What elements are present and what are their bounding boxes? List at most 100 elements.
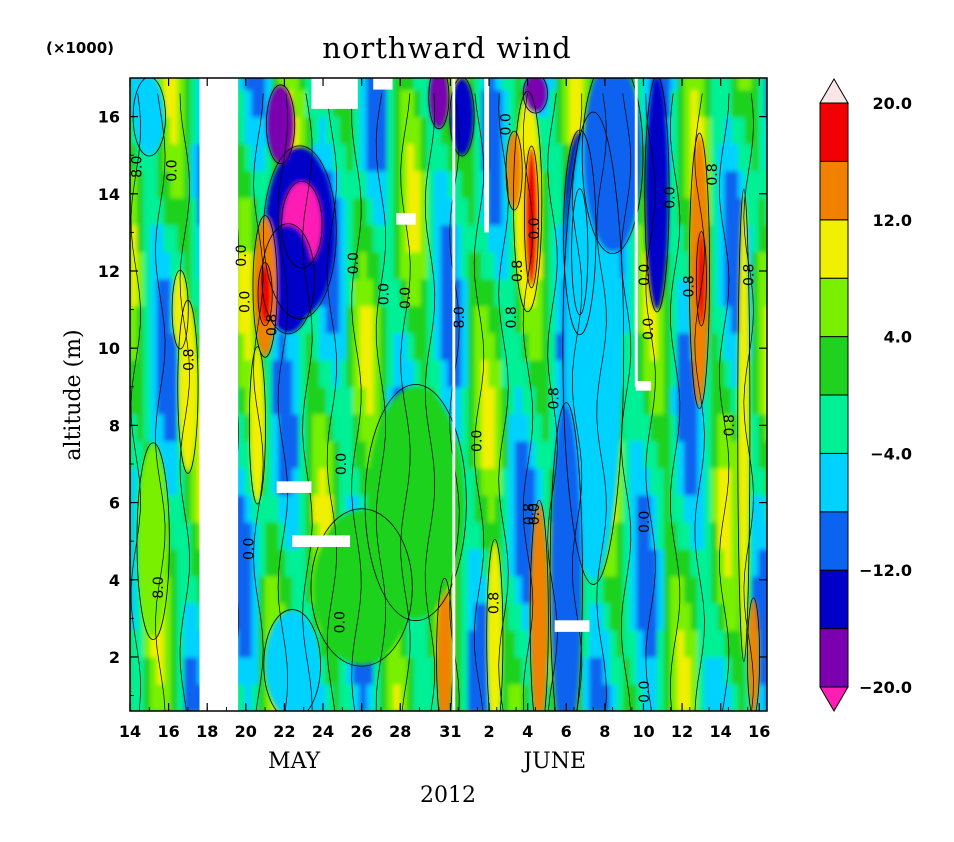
field-cell (461, 575, 469, 604)
field-cell (400, 332, 408, 361)
field-cell (271, 602, 280, 631)
contour-line (281, 180, 323, 269)
field-cell (751, 359, 759, 388)
field-cell (285, 548, 293, 577)
field-cell (677, 467, 685, 496)
field-cell (508, 89, 516, 118)
field-cell (765, 251, 767, 280)
field-cell (717, 467, 726, 496)
contour-line (695, 231, 707, 327)
field-cell (636, 575, 645, 604)
field-cell (582, 683, 591, 711)
field-cell (521, 629, 530, 658)
field-cell (744, 197, 753, 226)
field-cell (602, 656, 611, 685)
field-cell (346, 224, 354, 253)
field-cell (683, 251, 692, 280)
field-cell (359, 143, 368, 172)
field-cell (271, 332, 280, 361)
field-cell (670, 170, 678, 199)
field-cell (325, 467, 334, 496)
field-cell (623, 251, 631, 280)
contour-label: 0.8 (705, 163, 721, 185)
field-cell (136, 413, 145, 442)
field-cell (130, 332, 138, 361)
field-cell (427, 143, 435, 172)
field-cell (690, 683, 699, 711)
field-cell (285, 413, 293, 442)
plot-area: 8.0 0.00.88.00.00.00.80.00.00.0 0.00.00.08… (130, 78, 767, 711)
field-cell (190, 575, 199, 604)
field-cell (352, 683, 361, 711)
field-cell (292, 332, 300, 361)
field-cell (440, 332, 449, 361)
field-cell (319, 683, 327, 711)
field-cell (427, 656, 435, 685)
field-cell (488, 494, 496, 523)
field-cell (339, 467, 347, 496)
field-cell (765, 116, 767, 145)
field-cell (238, 386, 246, 415)
field-cell (332, 494, 341, 523)
field-cell (656, 629, 665, 658)
field-cell (481, 386, 489, 415)
field-cell (643, 440, 651, 469)
field-cell (717, 602, 726, 631)
field-cell (535, 440, 543, 469)
field-cell (744, 224, 753, 253)
field-cell (461, 602, 469, 631)
field-cell (629, 521, 638, 550)
field-cell (325, 332, 334, 361)
field-cell (406, 116, 415, 145)
field-cell (359, 359, 368, 388)
field-cell (359, 78, 368, 91)
field-cell (515, 629, 523, 658)
field-cell (319, 413, 327, 442)
field-cell (704, 78, 712, 91)
field-cell (285, 386, 293, 415)
field-cell (494, 197, 503, 226)
x-tick-label: 14 (119, 722, 141, 741)
field-cell (643, 602, 651, 631)
field-cell (258, 197, 266, 226)
contour-line (688, 132, 710, 410)
field-cell (697, 602, 705, 631)
field-cell (130, 143, 138, 172)
field-cell (501, 170, 509, 199)
field-cell (157, 359, 165, 388)
field-cell (711, 467, 719, 496)
field-cell (325, 170, 334, 199)
field-cell (420, 78, 428, 91)
field-cell (190, 548, 199, 577)
field-cell (130, 467, 138, 496)
field-cell (663, 683, 672, 711)
contour-line (581, 78, 644, 254)
colorbar-label: 12.0 (873, 211, 912, 230)
field-cell (521, 332, 530, 361)
field-cell (420, 278, 428, 307)
field-cell (542, 305, 550, 334)
field-cell (278, 440, 286, 469)
field-cell (738, 89, 746, 118)
field-cell (562, 78, 570, 91)
field-cell (400, 251, 408, 280)
field-cell (663, 413, 672, 442)
field-cell (697, 89, 705, 118)
field-cell (143, 224, 151, 253)
field-cell (319, 656, 327, 685)
contour-label: 0.8 (521, 503, 537, 525)
field-cell (515, 683, 523, 711)
field-cell (461, 629, 469, 658)
field-cell (244, 278, 253, 307)
field-cell (467, 359, 476, 388)
field-cell (643, 413, 651, 442)
field-cell (325, 116, 334, 145)
field-cell (298, 440, 307, 469)
field-cell (298, 575, 307, 604)
field-cell (420, 332, 428, 361)
field-cell (474, 575, 482, 604)
field-cell (623, 467, 631, 496)
field-cell (461, 386, 469, 415)
field-cell (623, 440, 631, 469)
field-cell (542, 494, 550, 523)
